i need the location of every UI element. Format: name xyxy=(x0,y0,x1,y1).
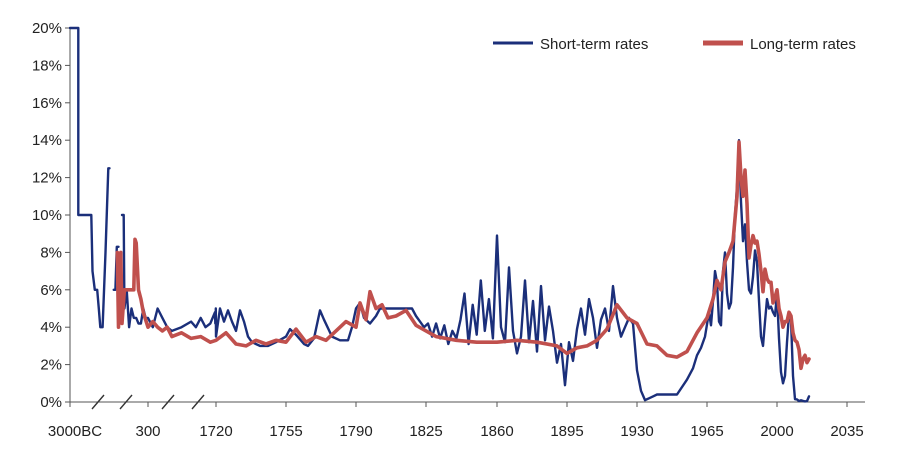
series-line-long xyxy=(115,140,811,371)
y-tick-label: 4% xyxy=(40,319,62,336)
x-tick-label: 1720 xyxy=(199,423,232,440)
y-tick-label: 12% xyxy=(32,170,62,187)
series-line-short xyxy=(68,26,111,329)
legend-label-long: Long-term rates xyxy=(750,36,856,53)
legend-label-short: Short-term rates xyxy=(540,36,648,53)
x-tick-label: 1755 xyxy=(269,423,302,440)
y-tick-label: 6% xyxy=(40,282,62,299)
y-tick-label: 0% xyxy=(40,394,62,411)
y-tick-label: 2% xyxy=(40,357,62,374)
axis-break-mark xyxy=(161,394,175,410)
series-lines xyxy=(68,26,811,403)
series-line-short xyxy=(120,139,811,403)
x-tick-label: 3000BC xyxy=(48,423,102,440)
y-tick-label: 14% xyxy=(32,132,62,149)
y-tick-label: 8% xyxy=(40,244,62,261)
x-tick-label: 1825 xyxy=(409,423,442,440)
axis-break-mark xyxy=(91,394,105,410)
x-tick-label: 300 xyxy=(135,423,160,440)
y-tick-label: 18% xyxy=(32,57,62,74)
axis-break-mark xyxy=(191,394,205,410)
y-tick-label: 10% xyxy=(32,207,62,224)
x-tick-label: 2035 xyxy=(830,423,863,440)
x-tick-label: 1930 xyxy=(620,423,653,440)
y-tick-label: 20% xyxy=(32,20,62,37)
x-tick-label: 1860 xyxy=(480,423,513,440)
legend-item-short: Short-term rates xyxy=(493,36,648,53)
x-axis: 3000BC 300 1720 1755 1790 1825 1860 1895 1930 196… xyxy=(48,394,865,440)
y-axis: 0% 2% 4% 6% 8% 10% 12% 14% 16% 18% 20% xyxy=(32,20,71,411)
x-tick-label: 1965 xyxy=(690,423,723,440)
x-tick-label: 2000 xyxy=(760,423,793,440)
y-tick-label: 16% xyxy=(32,95,62,112)
legend: Short-term rates Long-term rates xyxy=(493,36,856,53)
legend-item-long: Long-term rates xyxy=(703,36,856,53)
axis-break-mark xyxy=(119,394,133,410)
x-tick-label: 1895 xyxy=(550,423,583,440)
x-tick-label: 1790 xyxy=(339,423,372,440)
